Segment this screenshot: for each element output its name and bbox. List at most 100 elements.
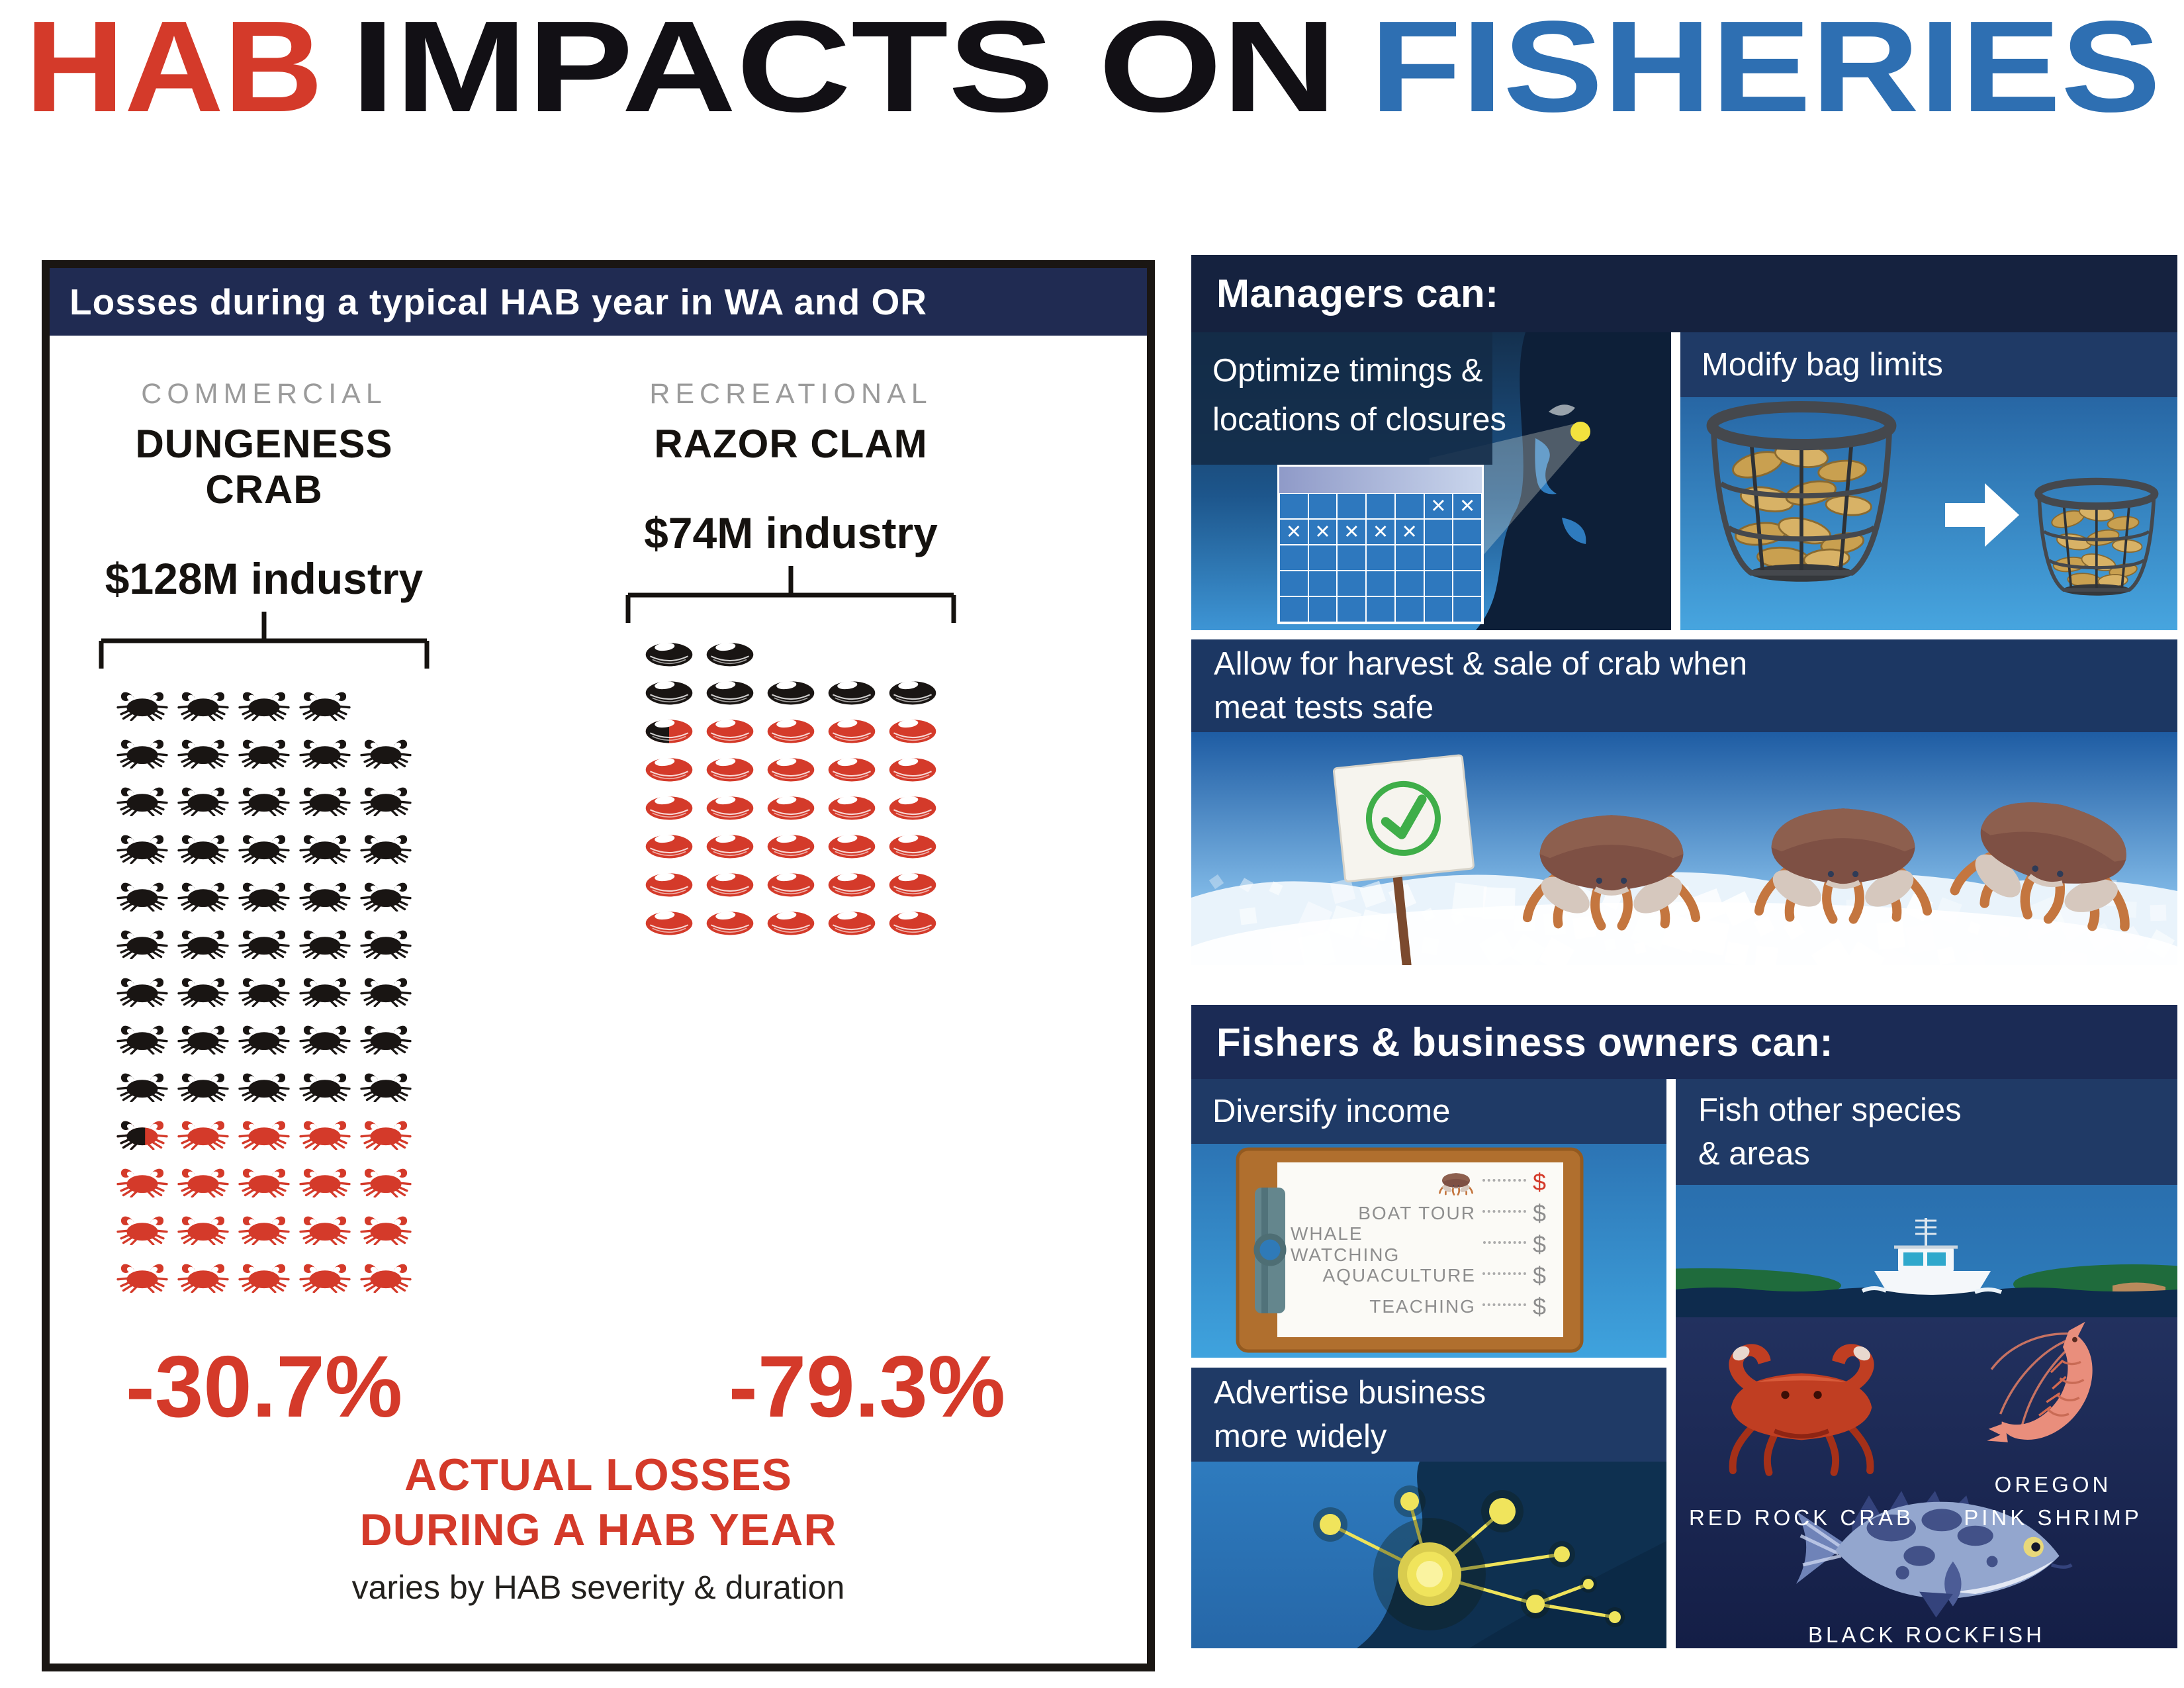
dollar-sign: $ [1532,1261,1546,1289]
crab-icon [175,1066,231,1102]
income-list-row: BOAT TOUR $ [1291,1197,1553,1229]
crab-icon [114,1019,170,1055]
crab-icon [114,876,170,912]
closure-x-mark: ✕ [1279,519,1308,545]
dungeness-crab-column: COMMERCIAL DUNGENESS CRAB $128M industry [72,336,456,1305]
species-label-pink-shrimp: OREGON PINK SHRIMP [1964,1472,2142,1530]
closure-x-mark: ✕ [1337,519,1367,545]
calendar-cell [1308,571,1338,596]
crab-icon [175,780,231,816]
alert-dot-icon [1570,422,1590,442]
crab-icon [175,923,231,959]
calendar-cell [1337,596,1367,622]
crab-icon [236,1114,292,1150]
closure-x-mark: ✕ [1424,493,1453,519]
title-impacts-on: IMPACTS ON [351,12,1337,124]
calendar-cell [1424,571,1453,596]
fishers-header: Fishers & business owners can: [1191,1005,2177,1079]
managers-section: Managers can: Optimi [1191,255,2177,965]
crab-icon [297,1162,353,1197]
crab-icon [236,780,292,816]
clam-icon [641,793,697,822]
crab-icon [236,1066,292,1102]
crab-icon [175,733,231,769]
fish-other-title-line2: & areas [1698,1136,1810,1172]
crab-icon [297,733,353,769]
boat-scene [1676,1185,2177,1317]
crab-icon [236,1019,292,1055]
species-label-black-rockfish: BLACK ROCKFISH [1808,1622,2045,1647]
allow-harvest-panel: Allow for harvest & sale of crab when me… [1191,639,2177,965]
dotted-leader [1482,1272,1526,1275]
crab-icon [236,923,292,959]
title-fisheries: FISHERIES [1370,12,2161,124]
crab-icon [297,1209,353,1245]
crab-icon [236,685,292,721]
clam-icon [824,870,880,899]
calendar-cell [1424,519,1453,545]
dotted-leader [1482,1303,1526,1306]
category-label: RECREATIONAL [649,378,933,410]
clam-icon [641,755,697,784]
crab-icon [236,1162,292,1197]
varies-note: varies by HAB severity & duration [351,1569,845,1606]
income-source-label: BOAT TOUR [1358,1202,1476,1223]
clam-icon [702,870,758,899]
clam-icon [885,908,940,937]
fish-other-title-line1: Fish other species [1698,1092,1962,1128]
crab-icon [358,1257,414,1293]
clam-icon [702,831,758,861]
clam-icon [824,793,880,822]
crab-icon [175,828,231,864]
clam-icon [885,755,940,784]
crab-icon [114,780,170,816]
dollar-sign: $ [1532,1168,1546,1196]
clam-icon [702,678,758,707]
calendar-cell [1394,545,1424,571]
clam-icon [885,678,940,707]
calendar-cell [1366,545,1395,571]
crab-icon [358,1162,414,1197]
income-list: $ BOAT TOUR $ WHALE WATCHING $ AQUACULTURE $ TE… [1291,1166,1553,1322]
calendar-cell [1394,493,1424,519]
calendar-header [1279,467,1482,493]
calendar-cell [1424,545,1453,571]
calendar-cell [1279,596,1308,622]
allow-title-line2: meat tests safe [1214,690,1434,726]
crab-icon [358,1066,414,1102]
clipboard-paper [1277,1162,1563,1337]
calendar-cell [1453,545,1482,571]
clam-icon [763,831,819,861]
arrow-right-icon [1945,483,2019,547]
calendar-cell [1424,596,1453,622]
crab-icon [297,876,353,912]
crab-icon [114,1114,170,1150]
optimize-title: Optimize timings & locations of closures [1212,347,1506,444]
losses-panel-body: COMMERCIAL DUNGENESS CRAB $128M industry… [50,336,1147,1664]
crab-icon [297,1019,353,1055]
calendar-cell [1308,493,1338,519]
crab-icon [114,971,170,1007]
bag-limits-panel: Modify bag limits [1680,332,2177,630]
clam-icon [641,639,697,669]
calendar-grid: ✕ ✕ ✕ ✕ ✕ ✕ ✕ [1279,493,1482,622]
bracket [625,566,956,623]
optimize-title-line1: Optimize timings & [1212,353,1483,389]
crab-icon [358,1114,414,1150]
optimize-title-line2: locations of closures [1212,401,1506,438]
clam-icon [763,755,819,784]
clam-icon [824,755,880,784]
crab-icon [175,1162,231,1197]
crab-icon [297,828,353,864]
network-nodes [1313,1485,1625,1630]
crab-icon [175,1019,231,1055]
full-basket-icon [1712,407,1891,582]
clam-icon [824,908,880,937]
losses-panel: Losses during a typical HAB year in WA a… [42,260,1155,1671]
calendar-cell [1366,571,1395,596]
clam-icon [702,716,758,745]
crab-icon [358,828,414,864]
closure-x-mark: ✕ [1366,519,1395,545]
crab-icon [236,733,292,769]
crab-icon [297,685,353,721]
